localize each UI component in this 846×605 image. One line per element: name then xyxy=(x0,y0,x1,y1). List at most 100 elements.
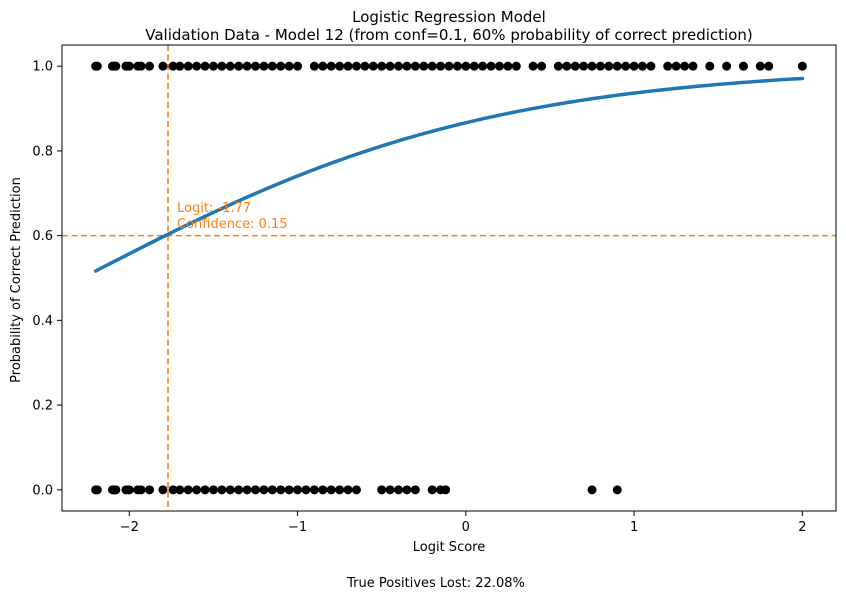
y-axis-ticks: 0.0 0.2 0.4 0.6 0.8 1.0 xyxy=(32,60,62,498)
data-point-y0 xyxy=(259,485,269,495)
data-point-y1 xyxy=(612,61,622,71)
data-point-y0 xyxy=(301,485,311,495)
x-tick-label: 2 xyxy=(798,520,806,535)
data-point-y1 xyxy=(663,61,673,71)
data-point-y1 xyxy=(368,61,378,71)
data-point-y1 xyxy=(671,61,681,71)
data-point-y1 xyxy=(225,61,235,71)
data-point-y1 xyxy=(452,61,462,71)
data-point-y1 xyxy=(183,61,193,71)
data-point-y0 xyxy=(284,485,294,495)
data-point-y1 xyxy=(764,61,774,71)
x-tick-label: 0 xyxy=(462,520,470,535)
data-point-y1 xyxy=(629,61,639,71)
data-point-y0 xyxy=(267,485,277,495)
x-axis-ticks: −2 −1 0 1 2 xyxy=(120,511,806,535)
plot-frame xyxy=(61,44,837,512)
data-point-y0 xyxy=(251,485,260,495)
chart-title: Logistic Regression Model xyxy=(352,8,546,26)
data-point-y0 xyxy=(587,485,597,495)
data-point-y0 xyxy=(225,485,235,495)
data-point-y1 xyxy=(385,61,395,71)
data-point-y0 xyxy=(385,485,395,495)
data-point-y0 xyxy=(441,485,451,495)
data-point-y1 xyxy=(755,61,765,71)
data-point-y1 xyxy=(351,61,361,71)
y-tick-label: 0.6 xyxy=(32,229,53,244)
data-point-y1 xyxy=(604,61,614,71)
data-point-y1 xyxy=(377,61,387,71)
data-point-y0 xyxy=(612,485,622,495)
data-point-y1 xyxy=(503,61,513,71)
data-point-y0 xyxy=(402,485,412,495)
data-point-y1 xyxy=(293,61,303,71)
data-point-y0 xyxy=(217,485,227,495)
data-point-y0 xyxy=(343,485,353,495)
data-point-y1 xyxy=(208,61,218,71)
data-point-y1 xyxy=(136,61,146,71)
data-point-y0 xyxy=(168,485,178,495)
annotation-confidence: Confidence: 0.15 xyxy=(177,217,288,232)
data-point-y1 xyxy=(738,61,748,71)
data-point-y1 xyxy=(469,61,479,71)
data-point-y1 xyxy=(494,61,504,71)
data-point-y1 xyxy=(587,61,597,71)
data-point-y1 xyxy=(444,61,454,71)
data-point-y1 xyxy=(486,61,496,71)
data-point-y1 xyxy=(478,61,488,71)
data-point-y1 xyxy=(259,61,269,71)
data-point-y1 xyxy=(722,61,732,71)
x-tick-label: −1 xyxy=(288,520,307,535)
plot-area xyxy=(62,45,836,511)
data-point-y0 xyxy=(394,485,404,495)
y-axis-label: Probability of Correct Prediction xyxy=(9,177,24,383)
x-axis-label: Logit Score xyxy=(413,540,485,555)
data-point-y1 xyxy=(192,61,202,71)
x-tick-label: 1 xyxy=(630,520,638,535)
data-point-y1 xyxy=(335,61,345,71)
annotation-logit: Logit: -1.77 xyxy=(177,201,251,216)
data-point-y0 xyxy=(111,485,121,495)
data-point-y1 xyxy=(410,61,420,71)
y-tick-label: 1.0 xyxy=(32,60,53,75)
data-point-y1 xyxy=(276,61,286,71)
data-point-y0 xyxy=(124,485,134,495)
data-point-y0 xyxy=(326,485,336,495)
x-tick-label: −2 xyxy=(120,520,139,535)
data-point-y1 xyxy=(553,61,563,71)
data-point-y0 xyxy=(234,485,244,495)
footer-true-positives-lost: True Positives Lost: 22.08% xyxy=(346,576,525,591)
data-point-y1 xyxy=(318,61,328,71)
data-point-y1 xyxy=(562,61,572,71)
data-point-y1 xyxy=(595,61,605,71)
data-point-y0 xyxy=(410,485,420,495)
data-point-y0 xyxy=(208,485,218,495)
data-point-y0 xyxy=(144,485,154,495)
data-point-y1 xyxy=(419,61,429,71)
data-point-y1 xyxy=(705,61,715,71)
data-point-y0 xyxy=(192,485,202,495)
data-point-y0 xyxy=(351,485,361,495)
data-point-y1 xyxy=(579,61,589,71)
data-point-y0 xyxy=(335,485,345,495)
data-point-y1 xyxy=(638,61,647,71)
data-point-y1 xyxy=(436,61,446,71)
data-point-y1 xyxy=(234,61,244,71)
data-point-y0 xyxy=(158,485,168,495)
data-point-y1 xyxy=(309,61,319,71)
y-tick-label: 0.2 xyxy=(32,399,53,414)
data-point-y1 xyxy=(175,61,185,71)
logistic-curve xyxy=(93,76,805,273)
data-point-y1 xyxy=(343,61,353,71)
data-point-y1 xyxy=(124,61,134,71)
data-point-y1 xyxy=(144,61,154,71)
data-point-y1 xyxy=(646,61,656,71)
data-point-y1 xyxy=(251,61,260,71)
data-point-y1 xyxy=(284,61,294,71)
y-tick-label: 0.0 xyxy=(32,483,53,498)
data-point-y0 xyxy=(309,485,319,495)
data-point-y0 xyxy=(276,485,286,495)
data-point-y1 xyxy=(217,61,227,71)
